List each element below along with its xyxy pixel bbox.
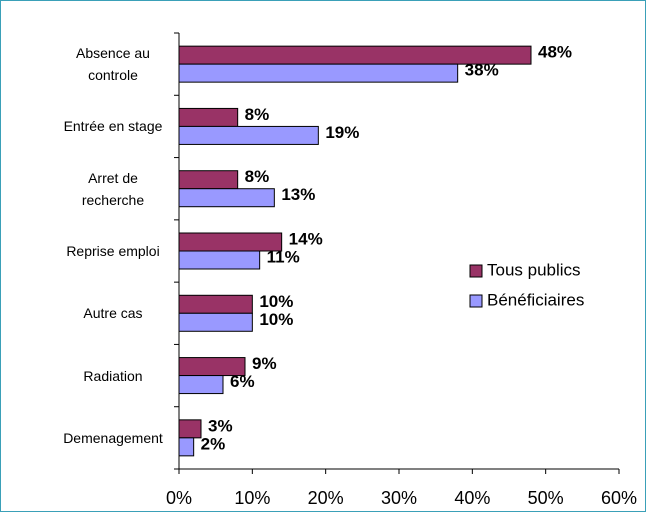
value-label: 48% [538,43,572,62]
value-label: 14% [289,229,323,248]
bar [178,188,275,208]
y-tick-label: Autre cas [83,305,143,322]
x-tick-label: 50% [528,488,564,508]
bar [178,250,261,270]
y-tick-label: Demenagement [63,429,163,446]
value-label: 3% [208,416,233,435]
legend-label: Bénéficiaires [487,290,584,309]
legend-swatch [469,294,483,308]
y-tick-label: Radiation [83,367,143,384]
bar [178,375,224,395]
y-tick-label: Entrée en stage [63,118,163,135]
x-tick-label: 10% [234,488,270,508]
value-label: 19% [325,123,359,142]
value-label: 6% [230,372,255,391]
x-tick-label: 40% [454,488,490,508]
bar [178,170,239,190]
bar [178,107,239,127]
legend-label: Tous publics [487,260,581,279]
bar [178,437,195,457]
y-tick-label: Arret de recherche [81,169,145,208]
value-label: 38% [465,61,499,80]
value-label: 13% [281,185,315,204]
value-label: 10% [259,310,293,329]
value-label: 8% [245,105,270,124]
x-tick-label: 60% [601,488,637,508]
x-tick-label: 0% [166,488,192,508]
y-tick-label: Absence au controle [76,45,150,84]
value-label: 10% [259,292,293,311]
x-tick-label: 30% [381,488,417,508]
value-label: 8% [245,167,270,186]
value-label: 11% [267,247,300,266]
bar [178,125,319,145]
legend-swatch [469,264,483,278]
bar [178,294,253,314]
x-tick-label: 20% [308,488,344,508]
y-tick-label: Reprise emploi [66,243,160,259]
bar [178,419,202,439]
value-label: 2% [201,434,226,453]
bar [178,63,459,83]
value-label: 9% [252,354,277,373]
bar [178,312,253,332]
